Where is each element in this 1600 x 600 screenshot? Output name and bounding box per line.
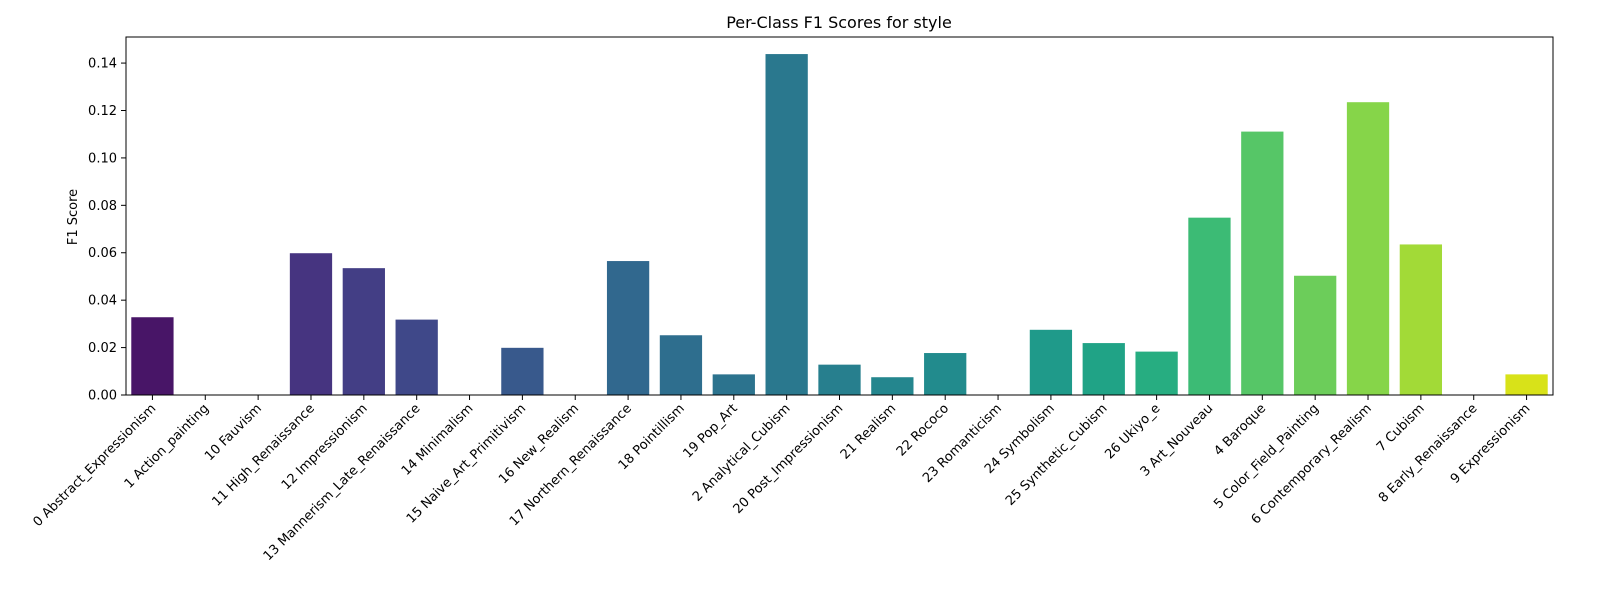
bar-4	[342, 268, 385, 395]
bar-9	[606, 261, 650, 395]
x-tick-label-21: 4 Baroque	[1211, 401, 1269, 459]
bar-13	[818, 364, 861, 395]
y-tick-label-6: 0.12	[88, 104, 117, 119]
x-tick-label-24: 7 Cubism	[1374, 401, 1428, 455]
bar-21	[1241, 131, 1284, 395]
bar-3	[289, 253, 333, 395]
bar-15	[924, 353, 967, 395]
x-tick-label-15: 22 Rococo	[894, 401, 952, 459]
bar-26	[1505, 374, 1548, 395]
y-tick-label-7: 0.14	[88, 57, 117, 72]
bar-10	[659, 335, 703, 395]
bar-7	[501, 347, 544, 395]
bar-5	[395, 319, 438, 395]
bar-19	[1135, 351, 1178, 395]
y-tick-label-1: 0.02	[88, 341, 117, 356]
y-tick-label-5: 0.10	[88, 151, 117, 166]
x-tick-label-25: 8 Early_Renaissance	[1376, 401, 1481, 506]
bar-14	[871, 377, 914, 395]
bar-0	[131, 317, 174, 395]
bars-group	[131, 54, 1548, 395]
bar-23	[1346, 102, 1390, 395]
bar-22	[1294, 275, 1337, 395]
y-axis-label: F1 Score	[66, 189, 81, 245]
x-tick-label-13: 20 Post_Impressionism	[731, 401, 847, 517]
x-tick-label-14: 21 Realism	[838, 401, 899, 462]
y-axis: 0.00 0.02 0.04 0.06 0.08 0.10 0.12 0.14	[88, 57, 126, 404]
y-tick-label-4: 0.08	[88, 199, 117, 214]
bar-17	[1029, 329, 1073, 395]
x-tick-label-3: 11 High_Renaissance	[209, 401, 317, 509]
bar-24	[1399, 244, 1443, 395]
bar-18	[1082, 343, 1125, 395]
y-tick-label-3: 0.06	[88, 246, 117, 261]
x-tick-label-22: 5 Color_Field_Painting	[1211, 401, 1322, 512]
y-tick-label-0: 0.00	[88, 389, 117, 404]
bar-11	[712, 374, 755, 395]
y-tick-label-2: 0.04	[88, 294, 117, 309]
bar-20	[1188, 217, 1231, 395]
chart-title: Per-Class F1 Scores for style	[726, 13, 952, 32]
x-tick-label-18: 25 Synthetic_Cubism	[1003, 401, 1111, 509]
plot-frame	[125, 36, 1554, 396]
x-tick-label-12: 2 Analytical_Cubism	[690, 401, 793, 504]
bar-12	[765, 54, 808, 395]
